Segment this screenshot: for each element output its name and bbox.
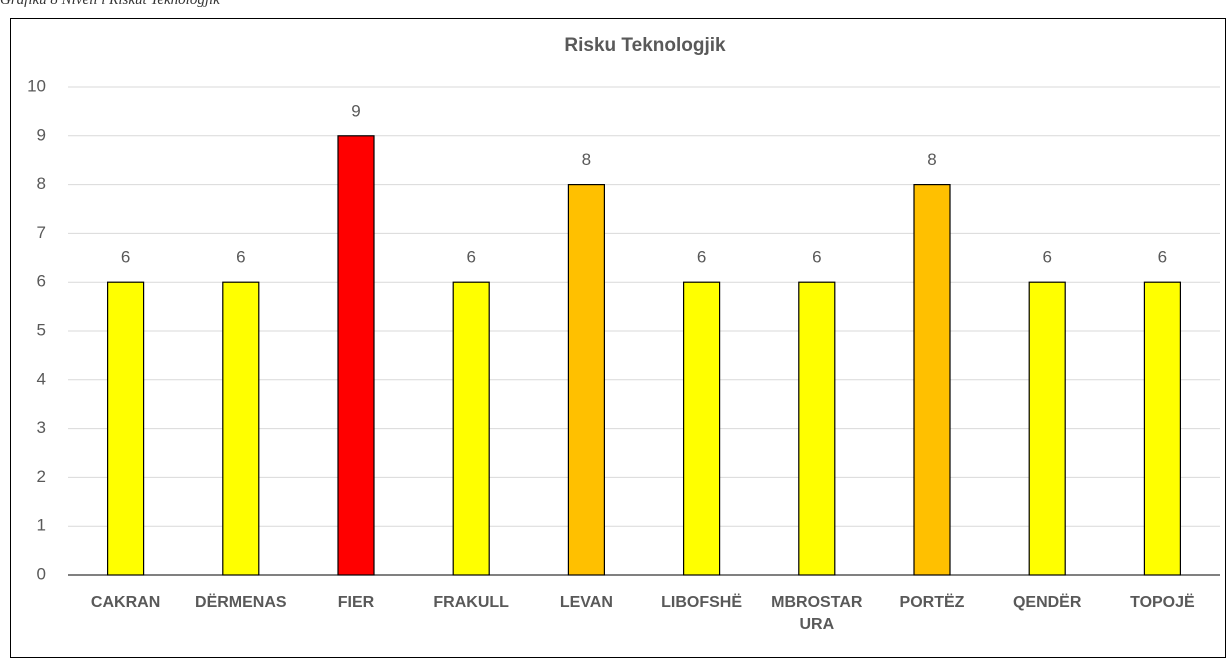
data-label: 6 <box>697 248 706 267</box>
y-tick-label: 5 <box>37 320 46 339</box>
data-label: 8 <box>927 150 936 169</box>
y-tick-label: 2 <box>37 467 46 486</box>
x-tick-label: TOPOJË <box>1130 594 1195 611</box>
x-tick-label: QENDËR <box>1012 594 1082 611</box>
bar <box>1028 281 1066 576</box>
caption: Grafiku 8 Niveli i Riskut Teknologjik <box>0 0 220 8</box>
x-tick-label: MBROSTAR URA <box>771 594 863 633</box>
y-tick-label: 1 <box>37 516 46 535</box>
y-tick-label: 9 <box>37 125 46 144</box>
bar <box>337 135 375 576</box>
y-tick-label: 3 <box>37 418 46 437</box>
data-label: 9 <box>351 101 360 120</box>
bar <box>798 281 836 576</box>
x-tick-label: FIER <box>337 594 375 611</box>
data-label: 6 <box>1042 248 1051 267</box>
x-tick-label: DËRMENAS <box>195 594 287 611</box>
y-tick-label: 6 <box>37 272 46 291</box>
data-label: 8 <box>582 150 591 169</box>
y-tick-label: 4 <box>37 369 46 388</box>
bar <box>913 184 951 576</box>
bar <box>106 281 145 576</box>
data-label: 6 <box>236 248 245 267</box>
y-tick-label: 7 <box>37 223 46 242</box>
y-tick-label: 10 <box>27 76 46 95</box>
x-tick-label: PORTËZ <box>899 594 965 611</box>
data-label: 6 <box>466 248 475 267</box>
y-tick-label: 8 <box>37 174 46 193</box>
x-tick-label: LIBOFSHË <box>661 594 743 611</box>
bar <box>452 281 490 576</box>
data-label: 6 <box>1158 248 1167 267</box>
data-label: 6 <box>121 248 130 267</box>
x-tick-label: CAKRAN <box>90 594 161 611</box>
chart-title: Risku Teknologjik <box>564 35 726 56</box>
bar <box>1143 281 1182 576</box>
bar <box>567 184 606 576</box>
data-label: 6 <box>812 248 821 267</box>
x-tick-label: LEVAN <box>559 594 613 611</box>
x-tick-label: FRAKULL <box>433 594 509 611</box>
y-tick-label: 0 <box>37 564 46 583</box>
bar <box>682 281 721 576</box>
bar <box>222 281 260 576</box>
